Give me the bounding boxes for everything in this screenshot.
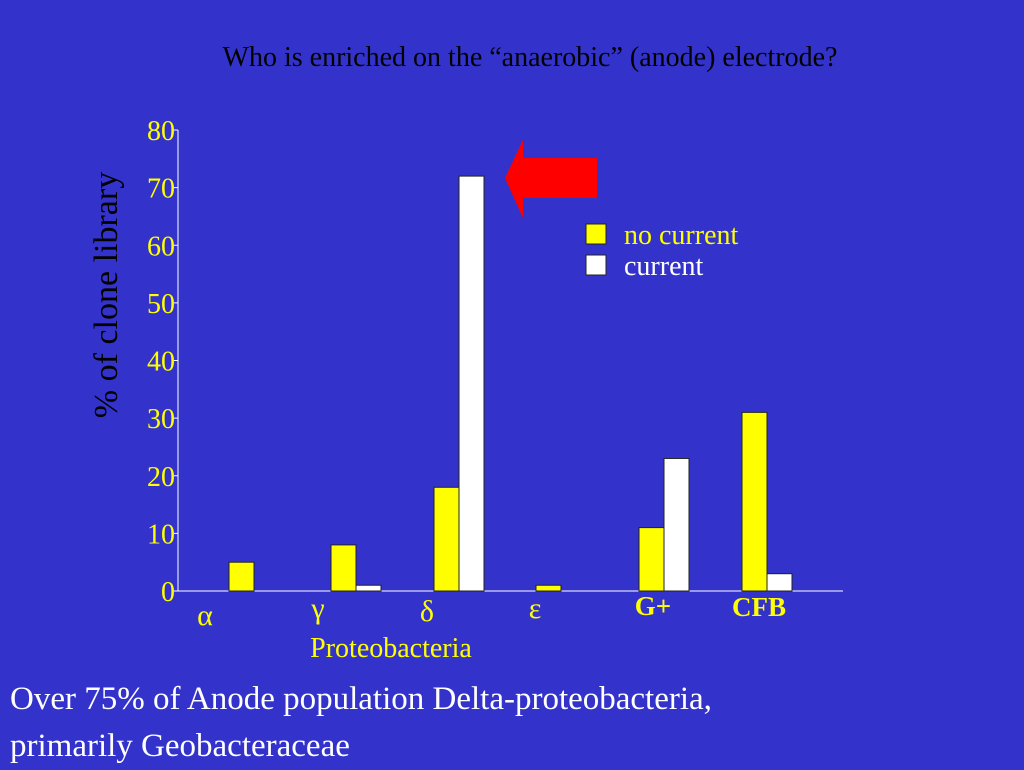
y-axis: 0 10 20 30 40 50 60 70 80 <box>147 116 179 608</box>
legend-swatch <box>585 254 607 276</box>
x-axis: α γ δ ε G+ CFB <box>178 590 843 632</box>
y-tick-label: 40 <box>147 347 175 378</box>
x-tick-label: CFB <box>732 592 786 622</box>
bar <box>535 584 562 592</box>
y-tick-label: 0 <box>161 577 175 608</box>
legend-swatch <box>585 223 607 245</box>
footer-line-2: primarily Geobacteraceae <box>10 728 350 764</box>
y-tick-label: 10 <box>147 519 175 550</box>
bar <box>355 584 382 592</box>
bars <box>228 175 793 592</box>
y-tick-label: 60 <box>147 231 175 262</box>
footer-text: Over 75% of Anode population Delta-prote… <box>10 676 1010 770</box>
x-tick-label: γ <box>310 592 324 625</box>
x-tick-label: α <box>197 599 213 632</box>
bar <box>766 573 793 592</box>
x-tick-label: δ <box>420 595 434 628</box>
bar-chart: 0 10 20 30 40 50 60 70 80 α γ δ ε G+ CFB no currentcu… <box>88 116 843 664</box>
x-tick-label: ε <box>529 592 542 625</box>
legend-label: no current <box>624 220 739 251</box>
bar <box>433 486 460 592</box>
x-tick-label: G+ <box>635 591 671 621</box>
bar <box>458 175 485 592</box>
legend-label: current <box>624 251 704 282</box>
page-title: Who is enriched on the “anaerobic” (anod… <box>222 42 838 73</box>
y-tick-label: 50 <box>147 289 175 320</box>
bar <box>228 561 255 592</box>
bar <box>741 411 768 592</box>
group-label-proteobacteria: Proteobacteria <box>310 633 472 664</box>
y-tick-label: 80 <box>147 116 175 147</box>
y-tick-label: 20 <box>147 462 175 493</box>
y-tick-label: 30 <box>147 404 175 435</box>
y-axis-label: % of clone library <box>88 172 125 418</box>
bar <box>330 544 357 592</box>
y-tick-label: 70 <box>147 174 175 205</box>
bar <box>663 457 690 592</box>
footer-line-1: Over 75% of Anode population Delta-prote… <box>10 681 712 717</box>
bar <box>638 527 665 592</box>
left-arrow-icon <box>505 140 597 218</box>
